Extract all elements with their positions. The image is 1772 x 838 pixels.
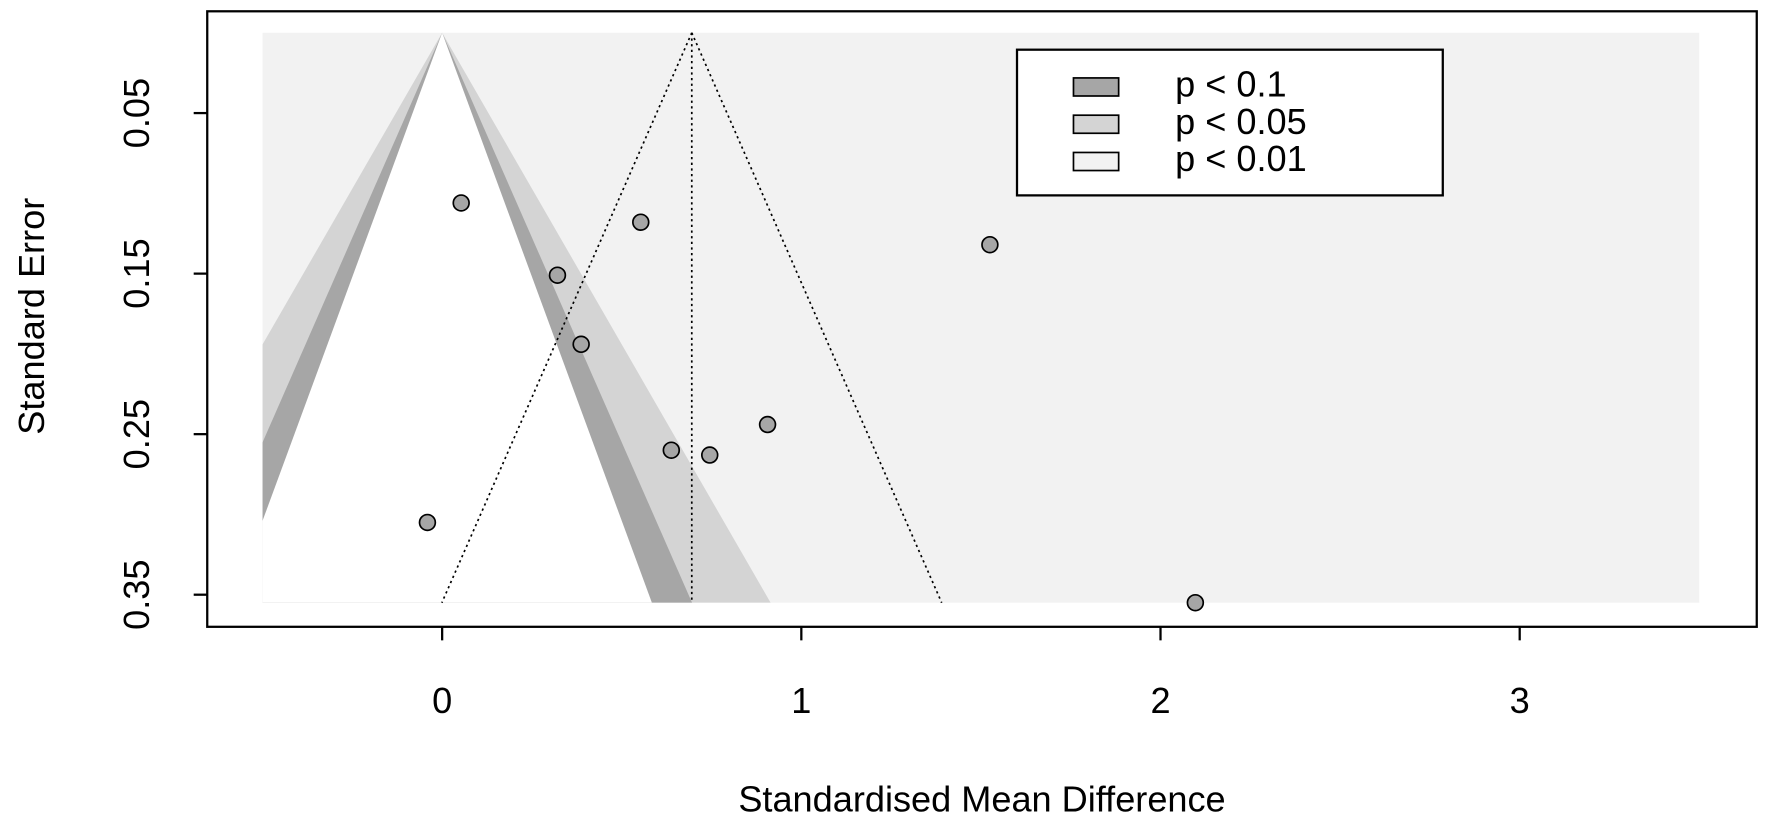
x-tick-label: 1 [791,680,811,721]
legend-swatch [1072,77,1120,97]
y-tick-label: 0.35 [116,560,157,630]
y-axis-title: Standard Error [11,198,52,435]
x-tick-label: 3 [1510,680,1530,721]
study-point [700,446,719,464]
legend: p < 0.1p < 0.05p < 0.01 [1015,48,1444,197]
x-tick-label: 0 [432,680,452,721]
y-tick-label: 0.15 [116,238,157,308]
x-axis-title: Standardised Mean Difference [738,778,1225,819]
study-point [452,194,470,212]
legend-label: p < 0.01 [1175,138,1307,179]
study-point [758,415,777,434]
y-tick-label: 0.25 [116,399,157,469]
study-point [632,213,650,231]
study-point [662,441,681,459]
legend-swatch [1072,151,1120,172]
legend-label: p < 0.1 [1175,64,1286,105]
contour-layer [262,32,1700,603]
funnel-line [441,32,693,604]
study-point [548,266,567,284]
y-tick-label: 0.05 [116,78,157,148]
plot-frame [206,10,1758,628]
study-point [1186,593,1205,612]
legend-label: p < 0.05 [1175,101,1307,142]
study-point [981,235,999,254]
contour-group [262,32,771,603]
legend-swatch [1072,114,1120,135]
funnel-line [691,32,943,604]
plot-layer: 0 1 2 3 0.05 0.15 0.25 0.35 p < 0.1p < 0.05p < 0… [116,10,1758,721]
contour-band [262,32,652,603]
study-point [418,513,437,532]
study-point [572,335,590,354]
x-tick-label: 2 [1150,680,1170,721]
